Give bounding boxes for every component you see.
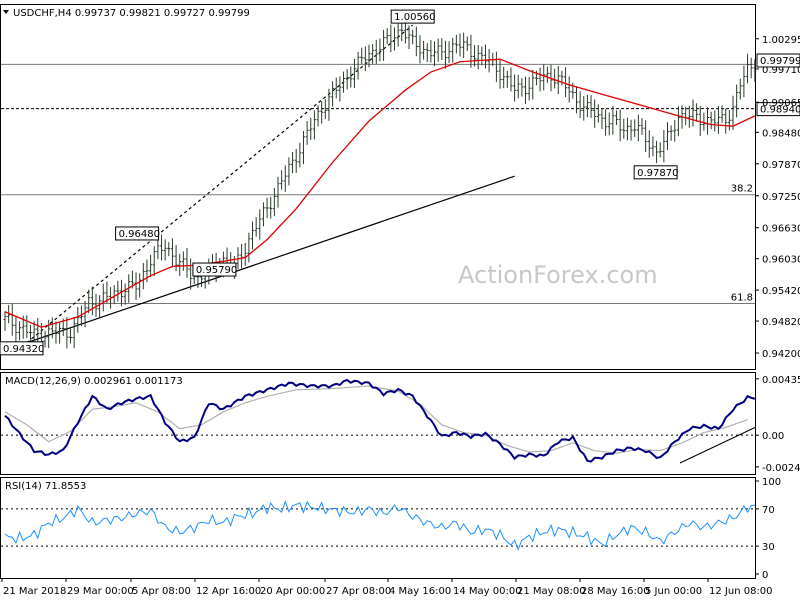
- price-y-tick-label: 0.98480: [762, 128, 800, 139]
- macd-path: [4, 378, 756, 463]
- macd-signal-line: [4, 385, 748, 454]
- price-y-axis: 1.00295 0.99710 0.99065 0.98480 0.97870 0.972…: [755, 35, 800, 360]
- rsi-y-tick-label: 100: [762, 477, 781, 488]
- trendline: [26, 175, 515, 344]
- chart-title: USDCHF,H4 0.99737 0.99821 0.99727 0.9979…: [3, 8, 250, 19]
- x-tick-label: 12 Apr 16:00: [196, 586, 261, 597]
- x-axis: 21 Mar 2018 29 Mar 00:005 Apr 08:00 12 Apr…: [1, 578, 773, 597]
- price-moving-average: [4, 58, 756, 328]
- price-annotation-box: [115, 226, 160, 241]
- x-tick-label: 20 Apr 00:00: [260, 586, 325, 597]
- macd-trendline: [679, 426, 757, 464]
- rsi-path: [4, 500, 755, 551]
- x-tick-label: 14 May 00:00: [453, 586, 522, 597]
- macd-title: MACD(12,26,9) 0.002961 0.001173: [5, 376, 183, 387]
- rsi-y-tick-label: 30: [762, 542, 775, 553]
- rsi-panel-frame: [0, 477, 756, 579]
- price-trendlines: [26, 24, 515, 344]
- price-y-tick-label: 0.97250: [762, 192, 800, 203]
- price-y-tick-label: 0.99065: [762, 98, 800, 109]
- rsi-title: RSI(14) 71.8553: [5, 481, 86, 492]
- rsi-line: [4, 500, 755, 551]
- rsi-y-tick-label: 70: [762, 505, 775, 516]
- price-annotation-box: [390, 9, 435, 24]
- price-annotation-box: [633, 165, 678, 180]
- fib-level-label: 38.2: [731, 184, 753, 195]
- macd-y-tick-label: 0.00: [762, 431, 784, 442]
- x-tick-label: 21 Mar 2018: [3, 586, 66, 597]
- macd-line: [4, 378, 756, 463]
- price-y-tick-label: 0.96630: [762, 224, 800, 235]
- macd-y-tick-label: -0.002448: [762, 463, 800, 474]
- macd-panel-frame: [0, 372, 756, 475]
- price-y-tick-label: 0.97870: [762, 160, 800, 171]
- x-tick-label: 28 May 16:00: [581, 586, 650, 597]
- x-tick-label: 21 May 08:00: [517, 586, 586, 597]
- price-y-tick-label: 1.00295: [762, 35, 800, 46]
- price-panel-frame: [0, 4, 756, 370]
- price-annotation-label: 0.95790: [196, 265, 237, 276]
- x-tick-label: 27 Apr 08:00: [326, 586, 391, 597]
- price-bars: [3, 18, 757, 352]
- rsi-y-axis: 100 70 30 0: [755, 477, 781, 581]
- price-annotation-box: [192, 262, 237, 277]
- x-tick-label: 5 Apr 08:00: [132, 586, 191, 597]
- price-annotation-label: 0.97870: [637, 168, 678, 179]
- price-annotation-label: 0.94320: [3, 344, 44, 355]
- macd-y-axis: 0.004351 0.00 -0.002448: [755, 375, 800, 474]
- price-annotations: 1.00560 0.96480 0.95790 0.94320 0.97870: [0, 9, 678, 356]
- price-y-tick-label: 0.96030: [762, 255, 800, 266]
- macd-signal-path: [4, 385, 748, 454]
- price-y-tick-label: 0.99710: [762, 65, 800, 76]
- current-price-tag-text: 0.99799: [760, 56, 800, 67]
- collapse-icon[interactable]: [3, 10, 9, 14]
- moving-average-line: [4, 58, 756, 328]
- x-tick-label: 5 Jun 00:00: [645, 586, 702, 597]
- price-annotation-label: 1.00560: [394, 12, 435, 23]
- x-tick-label: 4 May 16:00: [389, 586, 451, 597]
- price-y-tick-label: 0.95420: [762, 286, 800, 297]
- price-annotation-box: [0, 341, 44, 356]
- macd-y-tick-label: 0.004351: [762, 375, 800, 386]
- price-y-tick-label: 0.94200: [762, 349, 800, 360]
- price-levels: 0.98940 38.2 61.8: [1, 63, 800, 305]
- price-y-tick-label: 0.94820: [762, 317, 800, 328]
- macd-panel: MACD(12,26,9) 0.002961 0.001173 0.004351…: [0, 372, 800, 475]
- price-annotation-label: 0.96480: [119, 229, 160, 240]
- chart-title-text: USDCHF,H4 0.99737 0.99821 0.99727 0.9979…: [13, 8, 250, 19]
- fib-level-label: 61.8: [731, 293, 753, 304]
- rsi-panel: RSI(14) 71.8553 100 70 30 0: [0, 477, 781, 581]
- x-tick-label: 12 Jun 08:00: [709, 586, 773, 597]
- rsi-levels: [1, 508, 755, 547]
- price-level-tag: 0.98940: [760, 105, 800, 116]
- watermark: ActionForex.com: [458, 261, 658, 289]
- current-price-tag: 0.99799: [756, 53, 800, 68]
- x-tick-label: 29 Mar 00:00: [67, 586, 134, 597]
- rsi-y-tick-label: 0: [762, 570, 768, 581]
- price-panel: ActionForex.com 0.98940 38.2 61.8 1.00560 0…: [0, 4, 800, 370]
- price-level-tag-box: [756, 102, 800, 117]
- current-price-tag-box: [756, 53, 800, 68]
